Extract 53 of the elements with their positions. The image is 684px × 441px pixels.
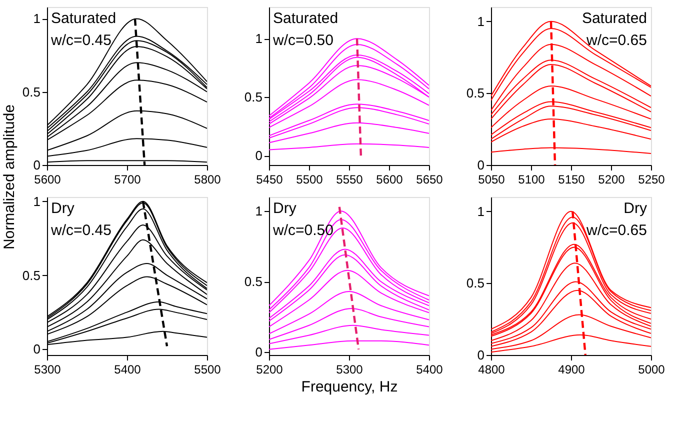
x-tick-label: 4900 xyxy=(558,362,586,376)
x-axis-title: Frequency, Hz xyxy=(301,378,398,396)
y-tick-label: 1 xyxy=(477,14,484,29)
x-tick-label: 5100 xyxy=(518,172,546,186)
annotation: w/c=0.65 xyxy=(586,32,647,49)
y-tick-label: 0.5 xyxy=(22,268,40,283)
x-tick-label: 5200 xyxy=(598,172,626,186)
x-tick-label: 5600 xyxy=(34,172,62,186)
x-tick-label: 5400 xyxy=(114,362,142,376)
y-tick-label: 0 xyxy=(255,344,262,360)
annotation: Dry xyxy=(273,200,297,217)
y-tick-label: 1 xyxy=(255,31,262,46)
y-tick-label: 0.5 xyxy=(244,274,262,290)
y-tick-label: 1 xyxy=(33,11,40,26)
y-tick-label: 0 xyxy=(33,342,40,357)
x-tick-label: 5600 xyxy=(376,172,404,186)
x-tick-label: 5500 xyxy=(194,362,222,376)
x-tick-label: 5650 xyxy=(416,172,444,186)
y-tick-label: 0 xyxy=(477,158,484,172)
y-tick-label: 1 xyxy=(477,204,484,219)
x-tick-label: 5300 xyxy=(34,362,62,376)
x-tick-label: 5500 xyxy=(296,172,324,186)
y-tick-label: 0 xyxy=(255,148,262,164)
annotation: w/c=0.50 xyxy=(272,32,334,49)
annotation: Saturated xyxy=(582,10,647,27)
y-tick-label: 0.5 xyxy=(466,276,484,291)
y-tick-label: 1 xyxy=(33,194,40,209)
annotation: Dry xyxy=(624,200,648,217)
x-tick-label: 5000 xyxy=(638,362,666,376)
annotation: w/c=0.65 xyxy=(586,222,647,239)
annotation: w/c=0.45 xyxy=(50,32,112,49)
x-tick-label: 5550 xyxy=(336,172,364,186)
x-tick-label: 5800 xyxy=(194,172,222,186)
y-axis-title: Normalized amplitude xyxy=(1,104,18,250)
x-tick-label: 5200 xyxy=(256,362,284,376)
y-tick-label: 0 xyxy=(477,348,484,362)
y-tick-label: 0.5 xyxy=(22,84,40,100)
x-tick-label: 5400 xyxy=(416,362,444,376)
x-tick-label: 5700 xyxy=(114,172,142,186)
x-tick-label: 5300 xyxy=(336,362,364,376)
y-tick-label: 0 xyxy=(33,158,40,172)
x-tick-label: 4800 xyxy=(478,362,506,376)
annotation: Saturated xyxy=(51,10,116,27)
annotation: w/c=0.45 xyxy=(50,222,112,239)
y-tick-label: 1 xyxy=(255,204,262,219)
annotation: Saturated xyxy=(273,10,338,27)
x-tick-label: 5250 xyxy=(638,172,666,186)
x-tick-label: 5050 xyxy=(478,172,506,186)
annotation: Dry xyxy=(51,200,75,217)
y-tick-label: 0.5 xyxy=(466,86,484,101)
x-tick-label: 5450 xyxy=(256,172,284,186)
y-tick-label: 0.5 xyxy=(244,90,262,105)
x-tick-label: 5150 xyxy=(558,172,586,186)
